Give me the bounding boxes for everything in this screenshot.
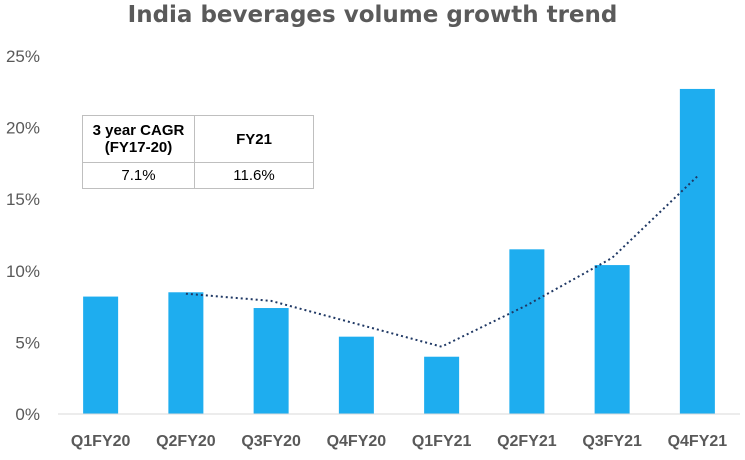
x-tick-label: Q3FY20	[241, 433, 301, 450]
bar	[168, 292, 204, 414]
y-tick-label: 20%	[6, 119, 40, 138]
x-tick-label: Q2FY20	[156, 433, 216, 450]
fy21-header: FY21	[194, 115, 314, 163]
bar	[679, 88, 715, 414]
x-tick-label: Q2FY21	[497, 433, 557, 450]
x-axis: Q1FY20 Q2FY20 Q3FY20 Q4FY20 Q1FY21 Q2FY21 Q3FY…	[71, 433, 727, 450]
y-tick-label: 5%	[15, 333, 40, 352]
x-tick-label: Q3FY21	[582, 433, 642, 450]
y-axis: 0% 5% 10% 15% 20% 25%	[6, 47, 40, 424]
fy21-value: 11.6%	[194, 162, 314, 189]
bar	[338, 336, 374, 414]
y-tick-label: 0%	[15, 405, 40, 424]
bar	[83, 296, 119, 414]
bar	[594, 265, 630, 414]
cagr-value: 7.1%	[82, 162, 195, 189]
y-tick-label: 15%	[6, 190, 40, 209]
bar	[253, 308, 289, 414]
cagr-table: 3 year CAGR (FY17-20) FY21 7.1% 11.6%	[82, 115, 314, 189]
x-tick-label: Q4FY21	[668, 433, 728, 450]
bar	[509, 249, 545, 414]
x-tick-label: Q1FY20	[71, 433, 131, 450]
cagr-header: 3 year CAGR (FY17-20)	[82, 115, 195, 163]
y-tick-label: 10%	[6, 262, 40, 281]
x-tick-label: Q4FY20	[327, 433, 387, 450]
bar	[424, 356, 460, 414]
chart-title: India beverages volume growth trend	[127, 2, 618, 28]
x-tick-label: Q1FY21	[412, 433, 472, 450]
trendline-path	[185, 175, 699, 348]
y-tick-label: 25%	[6, 47, 40, 66]
trendline	[185, 175, 699, 348]
bar-series	[83, 88, 715, 414]
